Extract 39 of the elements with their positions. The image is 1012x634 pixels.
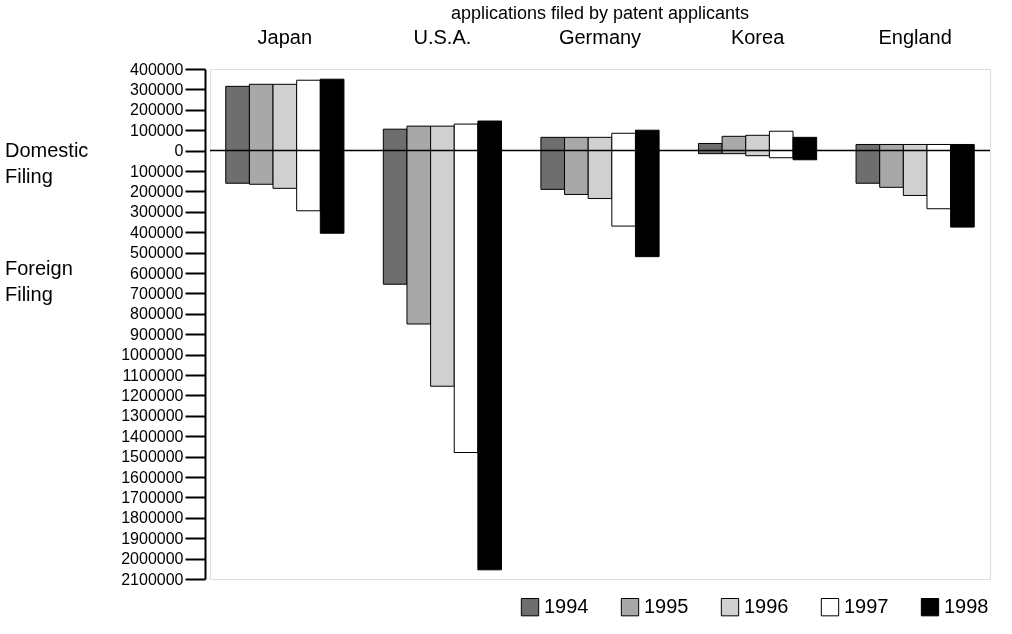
y-tick-label: 0 — [174, 142, 184, 160]
y-tick-label: 1600000 — [121, 468, 184, 486]
y-tick-label: 2000000 — [121, 550, 184, 568]
y-tick-label: 1700000 — [121, 488, 184, 506]
y-tick-label: 600000 — [130, 264, 184, 282]
chart-title: applications filed by patent applicants — [450, 3, 750, 23]
y-tick-label: 100000 — [130, 162, 184, 180]
y-tick-label: 300000 — [130, 80, 184, 98]
legend-label: 1995 — [644, 595, 689, 618]
x-tick-label: U.S.A. — [413, 25, 472, 48]
x-tick-label: England — [878, 25, 952, 48]
x-tick-label: Japan — [257, 25, 313, 48]
legend-label: 1997 — [844, 595, 889, 618]
y-tick-label: 1500000 — [121, 448, 184, 466]
text: Foreign Filing — [5, 257, 73, 305]
y-tick-label: 1000000 — [121, 346, 184, 364]
x-tick-label: Korea — [730, 25, 786, 48]
y-tick-label: 1100000 — [122, 366, 184, 384]
y-tick-label: 1200000 — [121, 386, 184, 404]
y-tick-label: 900000 — [130, 325, 184, 343]
y-tick-label: 200000 — [130, 182, 184, 200]
x-tick-label: Germany — [558, 25, 642, 48]
y-tick-label: 400000 — [130, 60, 184, 78]
y-tick-label: 200000 — [130, 101, 184, 119]
y-tick-label: 1900000 — [121, 529, 184, 547]
legend-label: 1996 — [744, 595, 789, 618]
y-tick-label: 500000 — [130, 244, 184, 262]
text: Domestic Filing — [5, 139, 89, 187]
y-tick-label: 2100000 — [121, 570, 184, 588]
y-tick-label: 1300000 — [121, 407, 184, 425]
legend-label: 1998 — [944, 595, 989, 618]
legend-label: 1994 — [544, 595, 589, 618]
y-tick-label: 700000 — [130, 284, 184, 302]
y-tick-label: 1400000 — [121, 427, 184, 445]
y-tick-label: 800000 — [130, 305, 184, 323]
y-tick-label: 400000 — [130, 223, 184, 241]
y-tick-label: 1800000 — [121, 509, 184, 527]
y-tick-label: 300000 — [130, 203, 184, 221]
y-tick-label: 100000 — [130, 121, 184, 139]
